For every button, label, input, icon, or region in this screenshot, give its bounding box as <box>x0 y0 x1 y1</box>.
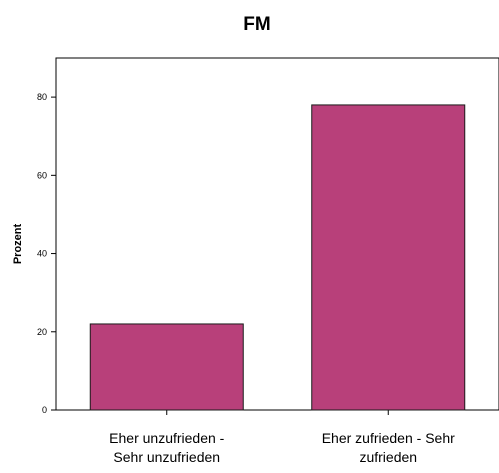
bars <box>89 104 466 411</box>
chart-title: FM <box>243 14 270 35</box>
x-category-label: zufrieden <box>359 449 417 465</box>
x-category-label: Eher unzufrieden - <box>109 430 225 446</box>
y-tick-label: 0 <box>42 405 47 415</box>
y-tick-label: 60 <box>37 170 47 180</box>
y-axis: 0 20 40 60 80 <box>37 92 56 415</box>
x-category-label: Sehr unzufrieden <box>113 449 220 465</box>
x-category-label: Eher zufrieden - Sehr <box>322 430 455 446</box>
y-tick-label: 20 <box>37 327 47 337</box>
y-axis-label: Prozent <box>12 223 24 264</box>
bar <box>311 104 466 411</box>
y-tick-label: 80 <box>37 92 47 102</box>
y-tick-label: 40 <box>37 249 47 259</box>
bar <box>89 323 244 411</box>
plot-area-frame <box>55 57 499 411</box>
x-axis: Eher unzufrieden - Sehr unzufrieden Eher z… <box>109 410 455 465</box>
